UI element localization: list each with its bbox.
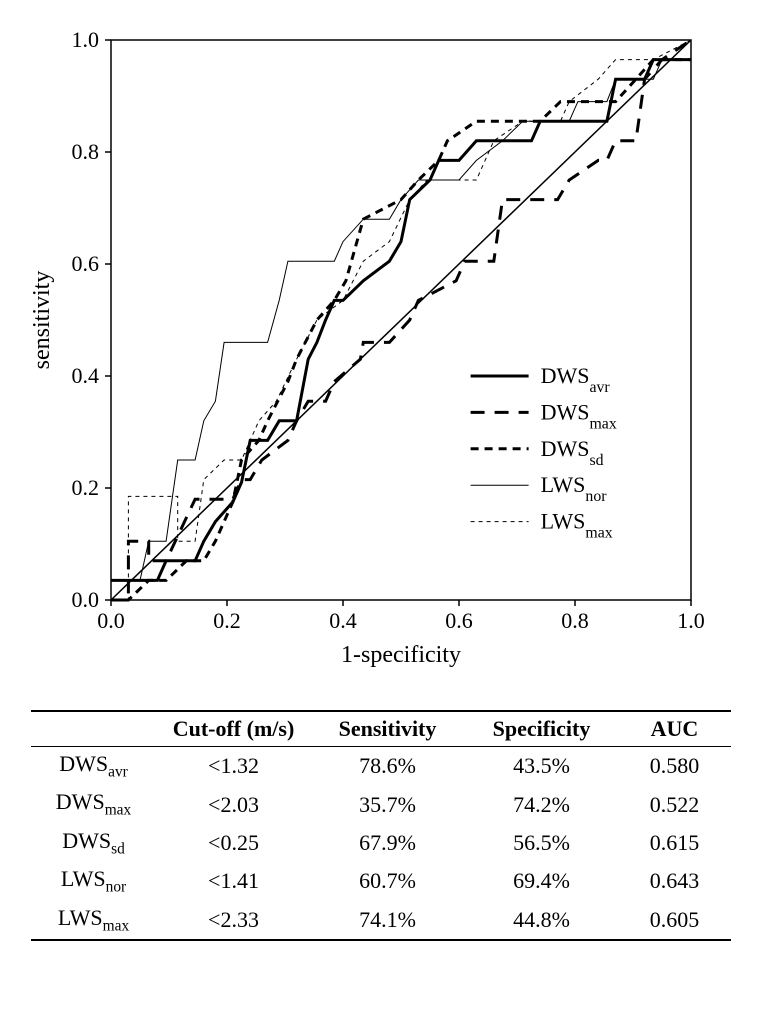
svg-text:0.0: 0.0 (97, 608, 125, 633)
roc-svg: 0.0 0.2 0.4 0.6 0.8 1.0 0.0 0.2 0.4 0.6 0.8 1.0 1-sp… (21, 20, 741, 680)
series-DWS_sd (111, 60, 691, 600)
table-body: DWSavr<1.3278.6%43.5%0.580DWSmax<2.0335.… (31, 747, 731, 940)
cell-auc: 0.522 (619, 785, 731, 823)
table-row: DWSavr<1.3278.6%43.5%0.580 (31, 747, 731, 786)
col-header-2: Sensitivity (311, 711, 465, 747)
svg-text:0.2: 0.2 (213, 608, 241, 633)
cell-sens: 60.7% (311, 862, 465, 900)
table-row: DWSsd<0.2567.9%56.5%0.615 (31, 824, 731, 862)
cell-cutoff: <1.32 (157, 747, 311, 786)
cell-auc: 0.580 (619, 747, 731, 786)
table-row: LWSmax<2.3374.1%44.8%0.605 (31, 901, 731, 940)
cell-spec: 74.2% (465, 785, 619, 823)
legend-label-DWS_sd: DWSsd (540, 436, 603, 469)
cell-cutoff: <0.25 (157, 824, 311, 862)
table-row: LWSnor<1.4160.7%69.4%0.643 (31, 862, 731, 900)
legend-label-DWS_avr: DWSavr (540, 363, 610, 396)
cell-sens: 67.9% (311, 824, 465, 862)
svg-text:0.8: 0.8 (561, 608, 589, 633)
cell-cutoff: <2.03 (157, 785, 311, 823)
cell-spec: 56.5% (465, 824, 619, 862)
svg-text:0.6: 0.6 (71, 251, 99, 276)
row-name: LWSnor (31, 862, 157, 900)
row-name: LWSmax (31, 901, 157, 940)
cell-spec: 44.8% (465, 901, 619, 940)
col-header-1: Cut-off (m/s) (157, 711, 311, 747)
cell-sens: 35.7% (311, 785, 465, 823)
col-header-0 (31, 711, 157, 747)
col-header-3: Specificity (465, 711, 619, 747)
table-header-row: Cut-off (m/s)SensitivitySpecificityAUC (31, 711, 731, 747)
svg-text:sensitivity: sensitivity (29, 271, 55, 370)
cell-sens: 78.6% (311, 747, 465, 786)
col-header-4: AUC (619, 711, 731, 747)
cell-cutoff: <2.33 (157, 901, 311, 940)
cell-cutoff: <1.41 (157, 862, 311, 900)
table-row: DWSmax<2.0335.7%74.2%0.522 (31, 785, 731, 823)
cell-auc: 0.615 (619, 824, 731, 862)
svg-text:0.8: 0.8 (71, 139, 99, 164)
svg-text:1-specificity: 1-specificity (341, 642, 461, 668)
cell-spec: 43.5% (465, 747, 619, 786)
svg-text:0.0: 0.0 (71, 587, 99, 612)
row-name: DWSmax (31, 785, 157, 823)
cell-auc: 0.605 (619, 901, 731, 940)
row-name: DWSavr (31, 747, 157, 786)
cell-spec: 69.4% (465, 862, 619, 900)
svg-text:0.6: 0.6 (445, 608, 473, 633)
svg-text:0.2: 0.2 (71, 475, 99, 500)
legend-label-LWS_nor: LWSnor (540, 472, 607, 505)
row-name: DWSsd (31, 824, 157, 862)
roc-chart: 0.0 0.2 0.4 0.6 0.8 1.0 0.0 0.2 0.4 0.6 0.8 1.0 1-sp… (21, 20, 741, 680)
svg-text:1.0: 1.0 (71, 27, 99, 52)
svg-text:0.4: 0.4 (329, 608, 357, 633)
cell-sens: 74.1% (311, 901, 465, 940)
svg-text:1.0: 1.0 (677, 608, 705, 633)
legend-label-DWS_max: DWSmax (540, 399, 616, 432)
stats-table: Cut-off (m/s)SensitivitySpecificityAUC D… (31, 710, 731, 941)
legend-label-LWS_max: LWSmax (540, 509, 612, 541)
cell-auc: 0.643 (619, 862, 731, 900)
svg-text:0.4: 0.4 (71, 363, 99, 388)
